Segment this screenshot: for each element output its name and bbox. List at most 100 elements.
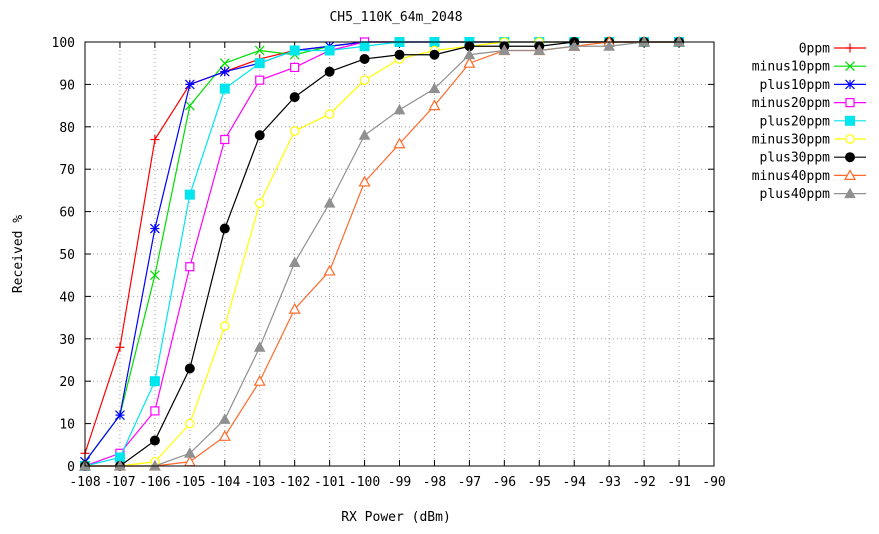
data-point bbox=[429, 49, 440, 60]
data-point bbox=[254, 130, 265, 141]
legend-item: minus20ppm bbox=[752, 96, 866, 111]
legend-label: minus20ppm bbox=[752, 96, 830, 111]
data-point bbox=[324, 45, 335, 56]
x-tick-label: -91 bbox=[667, 475, 690, 490]
y-tick-label: 20 bbox=[59, 375, 75, 390]
data-point bbox=[219, 58, 230, 69]
y-tick-label: 70 bbox=[59, 163, 75, 178]
legend-swatch-marker bbox=[845, 152, 855, 163]
y-tick-label: 60 bbox=[59, 206, 75, 221]
x-tick-label: -105 bbox=[174, 475, 205, 490]
legend-swatch-marker bbox=[845, 79, 855, 90]
y-tick-label: 30 bbox=[59, 333, 75, 348]
legend-label: minus10ppm bbox=[752, 60, 830, 75]
data-point bbox=[428, 82, 441, 94]
data-point bbox=[323, 264, 336, 276]
data-point bbox=[359, 75, 370, 85]
data-point bbox=[463, 48, 476, 60]
x-tick-label: -102 bbox=[279, 475, 310, 490]
legend-swatch-marker bbox=[843, 169, 857, 180]
y-tick-label: 10 bbox=[59, 418, 75, 433]
data-point bbox=[289, 92, 300, 103]
data-point bbox=[254, 45, 265, 56]
data-point bbox=[290, 62, 300, 73]
x-tick-label: -92 bbox=[632, 475, 655, 490]
x-tick-label: -101 bbox=[314, 475, 345, 490]
data-point bbox=[253, 341, 266, 352]
legend-item: minus40ppm bbox=[752, 169, 866, 184]
data-point bbox=[358, 129, 371, 140]
data-point bbox=[185, 262, 195, 272]
data-point bbox=[254, 198, 265, 208]
data-point bbox=[324, 66, 335, 77]
legend-label: plus30ppm bbox=[760, 151, 831, 166]
data-point bbox=[149, 223, 160, 234]
series-line bbox=[85, 41, 680, 467]
data-point bbox=[185, 418, 195, 429]
data-point bbox=[463, 56, 476, 68]
y-tick-label: 90 bbox=[59, 78, 75, 93]
x-tick-label: -104 bbox=[209, 475, 240, 490]
legend-item: plus40ppm bbox=[760, 187, 866, 202]
x-tick-label: -108 bbox=[69, 475, 100, 490]
y-tick-label: 50 bbox=[59, 248, 75, 263]
x-tick-label: -103 bbox=[244, 475, 275, 490]
data-point bbox=[323, 197, 336, 208]
x-tick-label: -100 bbox=[349, 475, 380, 490]
data-point bbox=[255, 75, 265, 85]
legend-item: minus10ppm bbox=[752, 60, 866, 75]
series-line bbox=[85, 41, 680, 467]
legend-swatch-marker bbox=[845, 43, 855, 53]
data-point bbox=[394, 49, 405, 60]
data-point bbox=[183, 447, 196, 458]
data-point bbox=[115, 410, 125, 421]
data-point bbox=[289, 45, 300, 56]
data-point bbox=[533, 44, 546, 55]
data-point bbox=[498, 44, 511, 55]
x-tick-label: -99 bbox=[388, 475, 411, 490]
y-axis-title: Received % bbox=[11, 215, 26, 293]
x-tick-label: -96 bbox=[493, 475, 516, 490]
data-point bbox=[184, 79, 195, 90]
legend-label: minus40ppm bbox=[752, 169, 830, 184]
data-point bbox=[254, 58, 265, 69]
x-tick-label: -90 bbox=[702, 475, 725, 490]
legend-item: plus30ppm bbox=[760, 151, 866, 166]
legend-item: minus30ppm bbox=[752, 133, 866, 148]
data-point bbox=[428, 99, 441, 111]
legend-swatch-marker bbox=[845, 97, 855, 108]
legend-swatch-marker bbox=[845, 134, 855, 144]
data-point bbox=[219, 66, 230, 77]
legend-item: plus10ppm bbox=[760, 78, 866, 93]
data-point bbox=[219, 223, 230, 234]
chart-title: CH5_110K_64m_2048 bbox=[329, 10, 462, 25]
data-point bbox=[253, 374, 266, 386]
data-point bbox=[149, 376, 160, 387]
data-point bbox=[568, 40, 581, 51]
plot-frame bbox=[84, 41, 715, 467]
data-point bbox=[289, 126, 300, 136]
data-point bbox=[220, 134, 230, 145]
legend-label: plus40ppm bbox=[760, 187, 831, 202]
data-point bbox=[184, 189, 195, 200]
data-point bbox=[150, 135, 160, 145]
data-point bbox=[218, 413, 231, 424]
data-point bbox=[288, 302, 301, 314]
legend-swatch-marker bbox=[844, 187, 856, 199]
x-tick-label: -107 bbox=[104, 475, 135, 490]
legend: 0ppm minus10ppm plus10ppm minus20ppm plus20p… bbox=[752, 42, 866, 202]
data-point bbox=[184, 100, 195, 111]
data-point bbox=[150, 406, 160, 416]
y-tick-label: 40 bbox=[59, 290, 75, 305]
data-point bbox=[115, 342, 125, 352]
data-point bbox=[359, 53, 370, 64]
data-point bbox=[359, 41, 370, 52]
x-tick-label: -94 bbox=[562, 475, 586, 490]
legend-label: plus20ppm bbox=[760, 114, 831, 129]
data-point bbox=[393, 137, 406, 149]
y-tick-label: 100 bbox=[52, 36, 75, 51]
legend-item: 0ppm bbox=[799, 42, 866, 57]
x-tick-label: -95 bbox=[528, 475, 551, 490]
data-point bbox=[149, 270, 160, 281]
